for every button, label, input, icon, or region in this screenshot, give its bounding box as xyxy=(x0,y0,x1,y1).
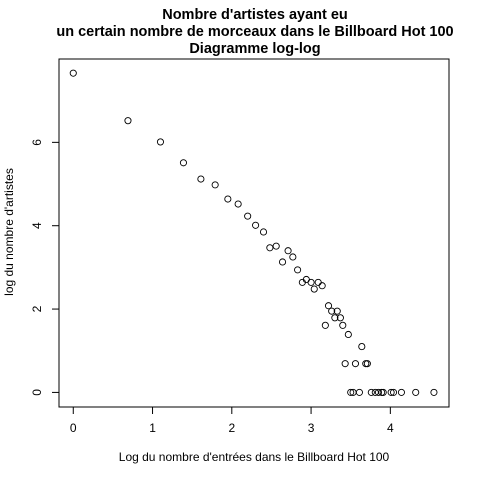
chart-title-line-1: Nombre d'artistes ayant eu xyxy=(162,7,348,23)
x-tick-label: 0 xyxy=(70,421,77,435)
x-tick-label: 4 xyxy=(387,421,394,435)
x-tick-label: 1 xyxy=(149,421,156,435)
y-tick-label: 4 xyxy=(30,222,44,229)
chart-title-line-3: Diagramme log-log xyxy=(189,41,320,57)
x-tick-label: 3 xyxy=(308,421,315,435)
x-tick-label: 2 xyxy=(228,421,235,435)
y-tick-label: 6 xyxy=(30,139,44,146)
y-tick-label: 0 xyxy=(30,389,44,396)
chart-title-line-2: un certain nombre de morceaux dans le Bi… xyxy=(56,24,453,40)
y-axis-label: log du nombre d'artistes xyxy=(2,168,16,296)
y-tick-label: 2 xyxy=(30,305,44,312)
x-axis-label: Log du nombre d'entrées dans le Billboar… xyxy=(119,450,390,464)
